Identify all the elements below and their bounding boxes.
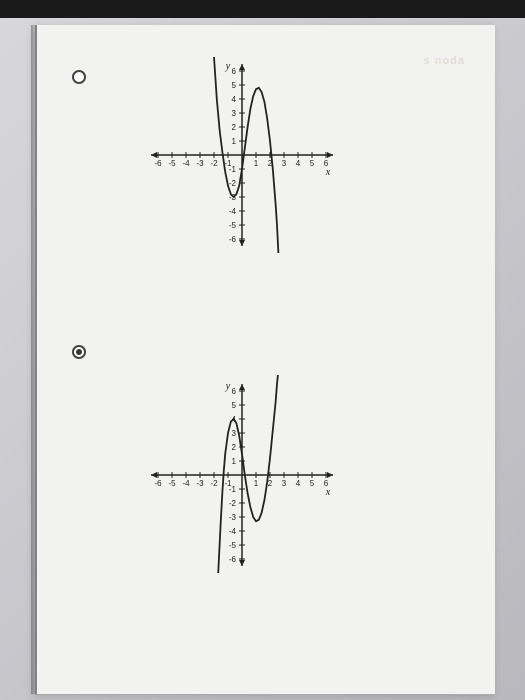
svg-text:1: 1	[254, 479, 259, 488]
svg-text:y: y	[225, 61, 231, 72]
svg-text:2: 2	[268, 479, 273, 488]
graph-bottom: -6-6-5-5-4-4-3-3-2-2-1-1112233445566xy	[122, 375, 362, 575]
svg-text:-3: -3	[196, 159, 204, 168]
svg-text:-2: -2	[229, 179, 237, 188]
svg-text:-5: -5	[168, 159, 176, 168]
svg-text:4: 4	[232, 95, 237, 104]
top-dark-strip	[0, 0, 525, 18]
svg-text:2: 2	[232, 123, 237, 132]
svg-text:-4: -4	[182, 159, 190, 168]
svg-text:-5: -5	[168, 479, 176, 488]
svg-text:6: 6	[232, 387, 237, 396]
svg-text:-6: -6	[154, 479, 162, 488]
svg-text:4: 4	[296, 479, 301, 488]
svg-text:-2: -2	[210, 159, 218, 168]
svg-text:5: 5	[310, 479, 315, 488]
svg-text:5: 5	[310, 159, 315, 168]
svg-text:2: 2	[232, 443, 237, 452]
svg-text:5: 5	[232, 81, 237, 90]
svg-text:-4: -4	[182, 479, 190, 488]
svg-text:-1: -1	[229, 485, 237, 494]
svg-text:-5: -5	[229, 221, 237, 230]
svg-text:x: x	[325, 487, 331, 498]
svg-text:1: 1	[232, 457, 237, 466]
option-radio-bottom[interactable]	[72, 345, 86, 359]
svg-text:6: 6	[232, 67, 237, 76]
svg-text:-6: -6	[154, 159, 162, 168]
page-shadow	[31, 25, 37, 694]
svg-text:y: y	[225, 381, 231, 392]
svg-text:-1: -1	[229, 165, 237, 174]
worksheet-page: s noda -6-6-5-5-4-4-3-3-2-2-1-1112233445…	[35, 25, 495, 695]
svg-text:3: 3	[232, 109, 237, 118]
graph-top-svg: -6-6-5-5-4-4-3-3-2-2-1-1112233445566xy	[122, 55, 362, 255]
graph-top: -6-6-5-5-4-4-3-3-2-2-1-1112233445566xy	[122, 55, 362, 255]
svg-text:-3: -3	[196, 479, 204, 488]
svg-text:1: 1	[254, 159, 259, 168]
svg-text:5: 5	[232, 401, 237, 410]
graph-bottom-svg: -6-6-5-5-4-4-3-3-2-2-1-1112233445566xy	[122, 375, 362, 575]
svg-text:-4: -4	[229, 527, 237, 536]
svg-text:-3: -3	[229, 513, 237, 522]
svg-text:3: 3	[282, 479, 287, 488]
svg-text:4: 4	[296, 159, 301, 168]
svg-text:x: x	[325, 167, 331, 178]
svg-text:-2: -2	[229, 499, 237, 508]
faded-watermark: s noda	[424, 55, 465, 67]
option-radio-top[interactable]	[72, 70, 86, 84]
svg-text:1: 1	[232, 137, 237, 146]
svg-text:-6: -6	[229, 555, 237, 564]
svg-text:-2: -2	[210, 479, 218, 488]
svg-text:3: 3	[232, 429, 237, 438]
svg-text:-5: -5	[229, 541, 237, 550]
svg-text:-6: -6	[229, 235, 237, 244]
svg-text:3: 3	[282, 159, 287, 168]
svg-text:-4: -4	[229, 207, 237, 216]
